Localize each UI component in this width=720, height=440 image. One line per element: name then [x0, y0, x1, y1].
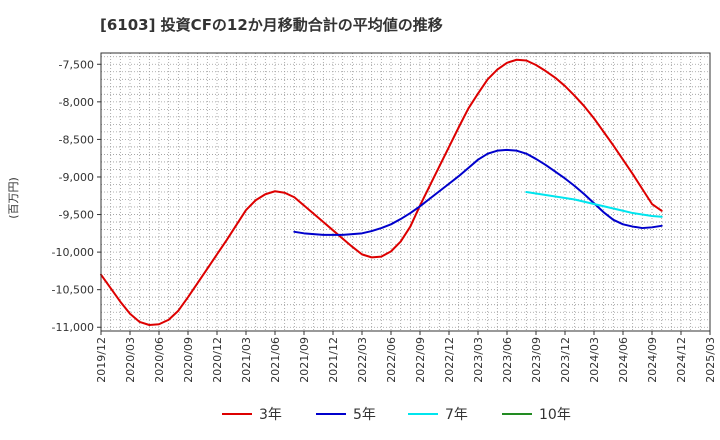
x-tick-label: 2023/09 — [530, 337, 543, 383]
x-tick-label: 2021/03 — [240, 337, 253, 383]
x-tick-label: 2022/06 — [385, 337, 398, 383]
plot-frame — [100, 52, 711, 332]
chart-title: [6103] 投資CFの12か月移動合計の平均値の推移 — [100, 16, 443, 34]
legend-label-4: 10年 — [539, 407, 571, 423]
y-axis-label: (百万円) — [7, 177, 20, 219]
x-tick-label: 2024/09 — [646, 337, 659, 383]
legend-label-1: 3年 — [259, 407, 282, 423]
grid-lines — [100, 53, 711, 331]
y-tick-label: -8,000 — [59, 96, 94, 109]
x-tick-label: 2024/03 — [588, 337, 601, 383]
x-tick-label: 2023/03 — [472, 337, 485, 383]
series-line-3 — [525, 191, 663, 218]
y-tick-label: -10,000 — [52, 246, 94, 259]
x-axis-ticks: 2019/12 2020/03 2020/06 2020/09 2020/12 2021/… — [95, 331, 717, 383]
y-tick-label: -9,500 — [59, 209, 94, 222]
y-tick-label: -10,500 — [52, 284, 94, 297]
x-tick-label: 2021/12 — [327, 337, 340, 383]
x-tick-label: 2021/09 — [298, 337, 311, 383]
x-tick-label: 2023/06 — [501, 337, 514, 383]
x-tick-label: 2020/09 — [182, 337, 195, 383]
y-axis-ticks: -7,500 -8,000 -8,500 -9,000 -9,500 -10,000 -10… — [52, 58, 101, 334]
y-tick-label: -8,500 — [59, 133, 94, 146]
x-tick-label: 2019/12 — [95, 337, 108, 383]
y-tick-label: -11,000 — [52, 321, 94, 334]
series-line-1 — [100, 58, 663, 326]
x-tick-label: 2020/12 — [211, 337, 224, 383]
series-group — [100, 58, 663, 326]
x-tick-label: 2022/12 — [443, 337, 456, 383]
legend-label-3: 7年 — [445, 407, 468, 423]
x-tick-label: 2024/06 — [617, 337, 630, 383]
x-tick-label: 2021/06 — [269, 337, 282, 383]
x-tick-label: 2023/12 — [559, 337, 572, 383]
y-tick-label: -9,000 — [59, 171, 94, 184]
x-tick-label: 2022/03 — [356, 337, 369, 383]
x-tick-label: 2020/06 — [153, 337, 166, 383]
y-tick-label: -7,500 — [59, 58, 94, 71]
series-line-2 — [293, 148, 663, 236]
legend: 3年 5年 7年 10年 — [222, 407, 571, 423]
legend-label-2: 5年 — [353, 407, 376, 423]
plot-border — [100, 52, 711, 332]
x-tick-label: 2020/03 — [124, 337, 137, 383]
x-tick-label: 2025/03 — [704, 337, 717, 383]
x-tick-label: 2024/12 — [675, 337, 688, 383]
x-tick-label: 2022/09 — [414, 337, 427, 383]
